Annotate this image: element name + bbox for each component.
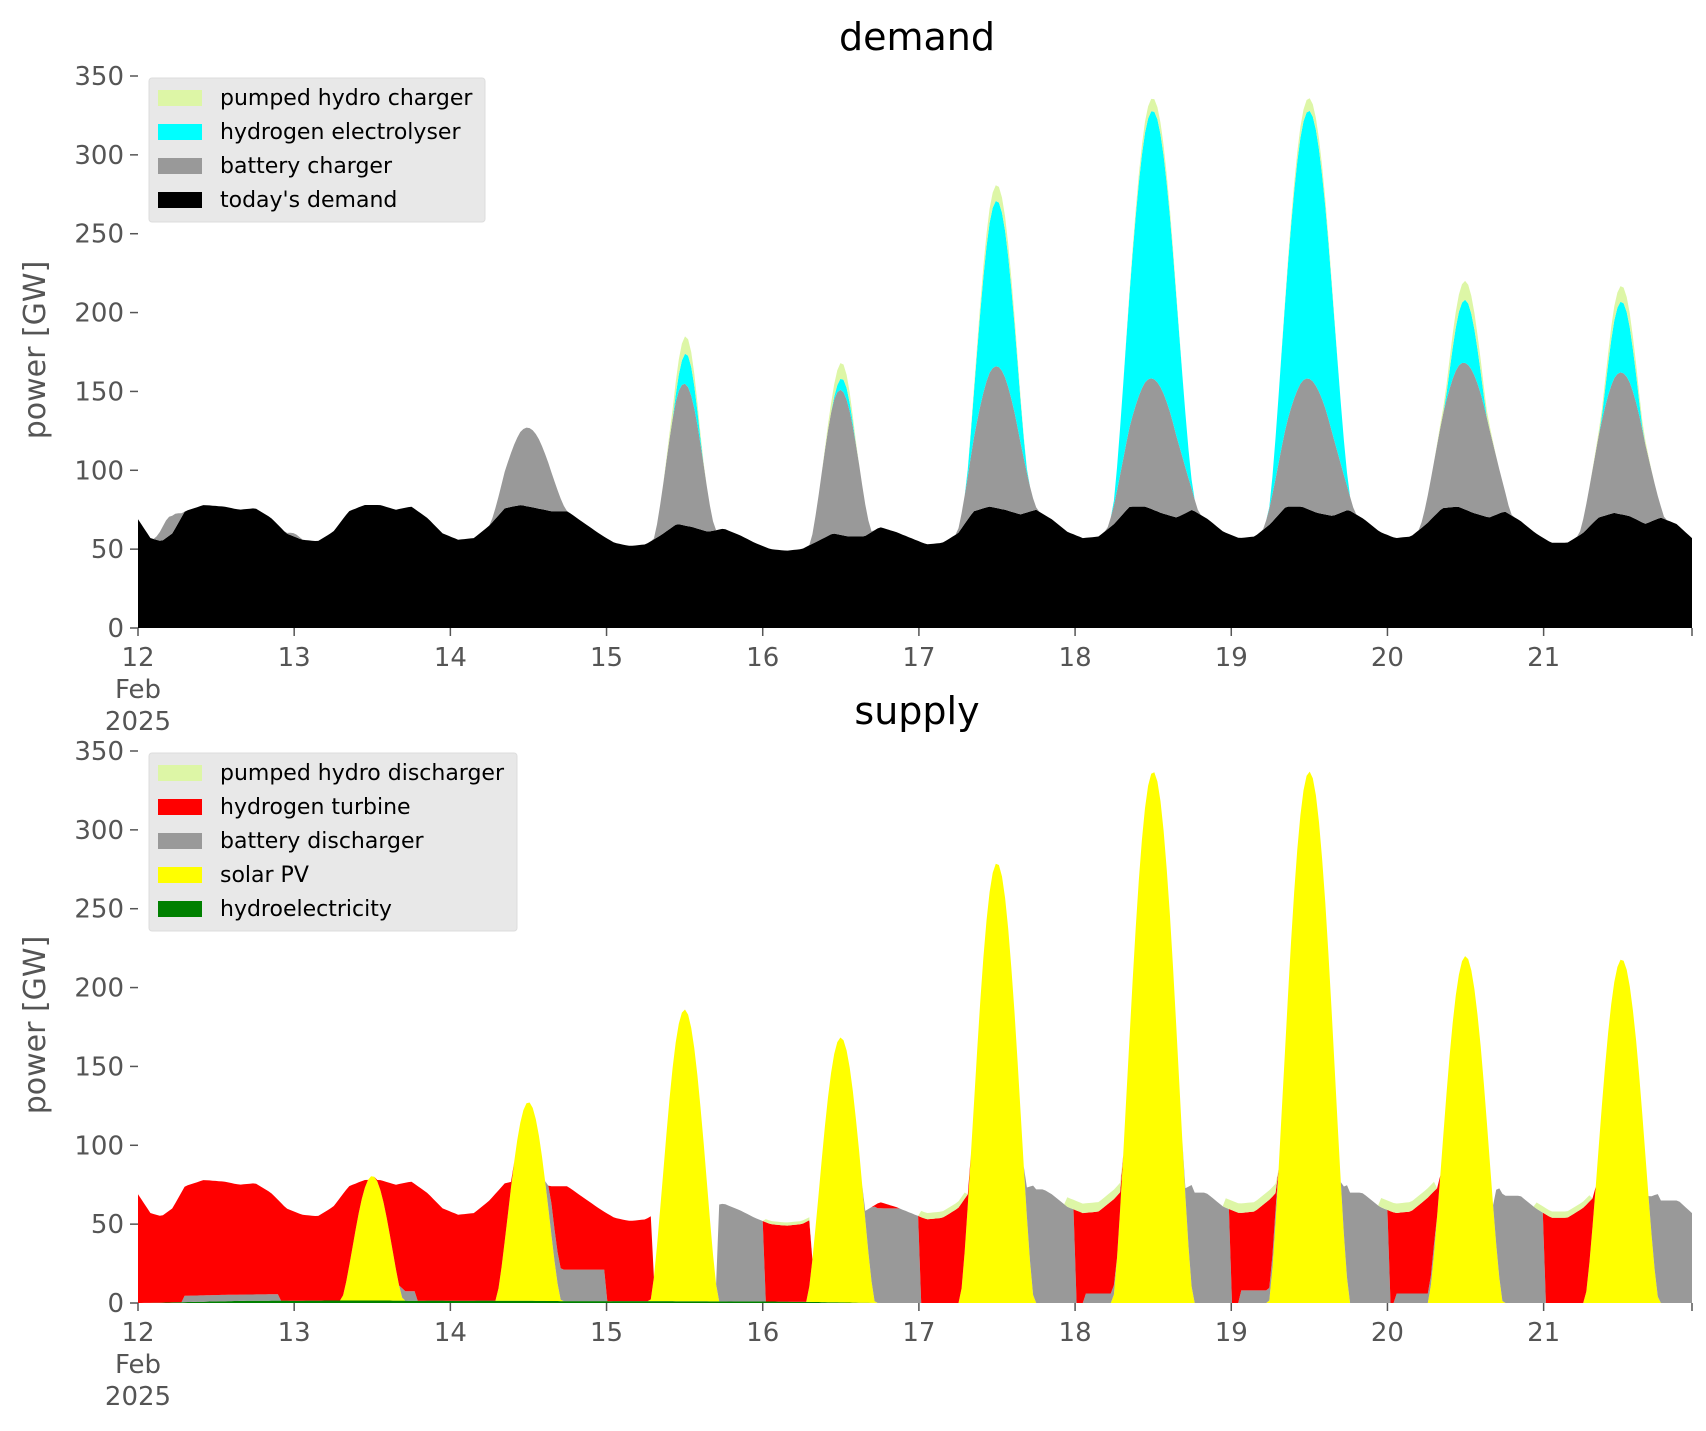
supply-chart-title: supply — [854, 689, 979, 733]
demand-legend-label-hydrogen-electrolyser: hydrogen electrolyser — [220, 120, 461, 145]
supply-x-date-label: 2025 — [105, 1382, 171, 1412]
supply-x-tick-label: 17 — [902, 1318, 935, 1348]
demand-x-tick-label: 14 — [434, 643, 467, 673]
demand-area-today-s-demand — [138, 505, 1692, 628]
supply-legend-swatch-hydroelectricity — [158, 901, 202, 917]
supply-x-tick-label: 12 — [121, 1318, 154, 1348]
demand-chart-title: demand — [839, 15, 995, 59]
supply-legend-swatch-battery-discharger — [158, 833, 202, 849]
demand-y-axis-label: power [GW] — [18, 261, 53, 440]
demand-legend-label-battery-charger: battery charger — [220, 154, 393, 179]
demand-y-tick-label: 250 — [74, 220, 124, 250]
supply-y-tick-label: 200 — [74, 974, 124, 1004]
supply-legend-label-solar-pv: solar PV — [220, 863, 309, 888]
supply-legend-swatch-solar-pv — [158, 867, 202, 883]
supply-chart: supply power [GW] 0 50 100 150 200 250 300 350 1… — [18, 689, 1693, 1412]
supply-x-tick-label: 21 — [1527, 1318, 1560, 1348]
supply-x-tick-label: 18 — [1059, 1318, 1092, 1348]
demand-x-date-label: Feb — [115, 675, 161, 705]
demand-y-tick-label: 150 — [74, 377, 124, 407]
demand-x-tick-label: 12 — [121, 643, 154, 673]
supply-y-tick-label: 250 — [74, 895, 124, 925]
supply-legend-label-hydroelectricity: hydroelectricity — [220, 897, 392, 922]
demand-x-tick-label: 16 — [746, 643, 779, 673]
supply-x-tick-label: 15 — [590, 1318, 623, 1348]
supply-x-tick-label: 16 — [746, 1318, 779, 1348]
supply-x-tick-label: 14 — [434, 1318, 467, 1348]
supply-x-tick-label: 20 — [1371, 1318, 1404, 1348]
supply-y-tick-label: 50 — [91, 1210, 124, 1240]
demand-x-tick-label: 18 — [1059, 643, 1092, 673]
demand-area-battery-charger — [138, 362, 1692, 551]
demand-x-tick-label: 20 — [1371, 643, 1404, 673]
demand-y-tick-label: 0 — [107, 614, 124, 644]
supply-x-tick-label: 19 — [1215, 1318, 1248, 1348]
supply-legend-swatch-pumped-hydro-discharger — [158, 765, 202, 781]
demand-y-tick-label: 300 — [74, 141, 124, 171]
demand-x-tick-label: 19 — [1215, 643, 1248, 673]
supply-area-battery-discharger — [138, 771, 1692, 1303]
demand-y-tick-label: 50 — [91, 535, 124, 565]
demand-legend-label-todays-demand: today's demand — [220, 188, 397, 213]
demand-legend-swatch-battery-charger — [158, 158, 202, 174]
supply-legend-label-battery-discharger: battery discharger — [220, 829, 425, 854]
supply-legend-box — [148, 752, 518, 932]
demand-y-tick-label: 350 — [74, 62, 124, 92]
supply-legend-label-pumped-hydro-discharger: pumped hydro discharger — [220, 761, 505, 786]
demand-area-hydrogen-electrolyser — [138, 110, 1692, 551]
demand-x-tick-label: 15 — [590, 643, 623, 673]
supply-y-tick-label: 0 — [107, 1289, 124, 1319]
supply-y-tick-label: 350 — [74, 737, 124, 767]
demand-y-tick-label: 100 — [74, 456, 124, 486]
supply-area-hydroelectricity — [138, 1300, 1692, 1303]
supply-y-tick-label: 150 — [74, 1052, 124, 1082]
demand-x-tick-label: 17 — [902, 643, 935, 673]
demand-legend-swatch-todays-demand — [158, 192, 202, 208]
supply-area-hydrogen-turbine — [138, 771, 1692, 1303]
demand-chart: demand power [GW] 0 50 100 150 200 250 300 350 1… — [18, 15, 1693, 737]
supply-y-axis-label: power [GW] — [18, 936, 53, 1115]
supply-plot-area — [138, 771, 1692, 1303]
demand-legend: pumped hydro charger hydrogen electrolys… — [148, 77, 486, 223]
supply-y-tick-label: 300 — [74, 816, 124, 846]
supply-legend: pumped hydro discharger hydrogen turbine… — [148, 752, 518, 932]
demand-plot-area — [138, 98, 1692, 628]
supply-legend-label-hydrogen-turbine: hydrogen turbine — [220, 795, 411, 820]
supply-x-date-label: Feb — [115, 1350, 161, 1380]
demand-legend-swatch-hydrogen-electrolyser — [158, 124, 202, 140]
supply-legend-swatch-hydrogen-turbine — [158, 799, 202, 815]
demand-legend-swatch-pumped-hydro-charger — [158, 90, 202, 106]
demand-legend-box — [148, 77, 486, 223]
demand-legend-label-pumped-hydro-charger: pumped hydro charger — [220, 86, 473, 111]
demand-x-date-label: 2025 — [105, 707, 171, 737]
supply-y-tick-label: 100 — [74, 1131, 124, 1161]
supply-area-solar-pv — [138, 771, 1692, 1303]
demand-y-tick-label: 200 — [74, 299, 124, 329]
demand-x-tick-label: 13 — [278, 643, 311, 673]
demand-x-tick-label: 21 — [1527, 643, 1560, 673]
supply-x-tick-label: 13 — [278, 1318, 311, 1348]
